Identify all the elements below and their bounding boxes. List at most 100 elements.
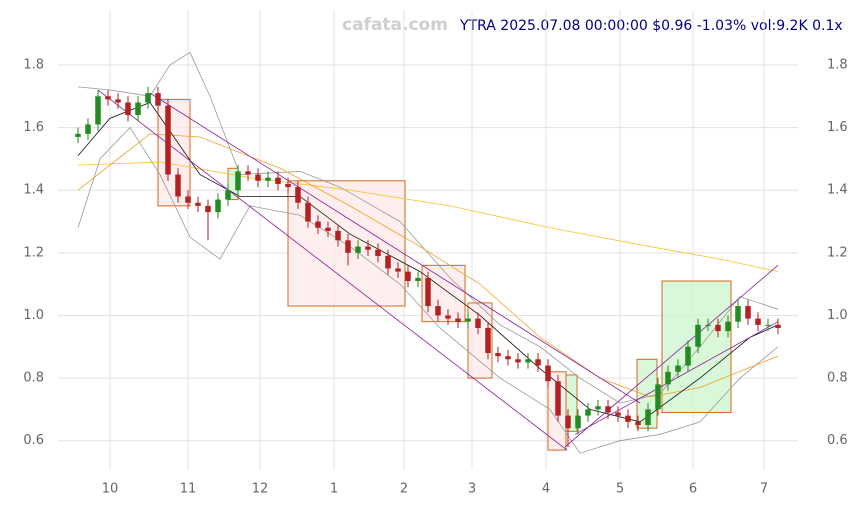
y-tick-label-right: 0.8 [827, 371, 848, 386]
candle-body [325, 227, 331, 231]
x-tick-label: 3 [468, 482, 476, 497]
candle-body [655, 384, 661, 410]
y-tick-label: 0.6 [23, 433, 44, 448]
candle-body [435, 306, 441, 316]
candle-body [85, 124, 91, 134]
y-tick-label: 1.4 [23, 183, 44, 198]
candle-body [215, 199, 221, 213]
candle-body [615, 412, 621, 416]
candle-body [105, 96, 111, 100]
candle-body [595, 406, 601, 410]
candle-body [485, 327, 491, 354]
y-tick-label-right: 1.4 [827, 183, 848, 198]
candles [75, 86, 781, 447]
trend-line [564, 265, 779, 448]
candle-body [95, 96, 101, 125]
candle-body [625, 415, 631, 422]
candle-body [255, 174, 261, 181]
x-tick-label: 4 [542, 482, 550, 497]
candle-body [145, 93, 151, 103]
x-tick-label: 5 [616, 482, 624, 497]
candle-body [665, 371, 671, 385]
candle-body [465, 318, 471, 322]
y-tick-label-right: 0.6 [827, 433, 848, 448]
candle-body [395, 268, 401, 272]
candle-body [725, 321, 731, 332]
candle-body [755, 318, 761, 325]
candle-body [205, 205, 211, 213]
zone-box [565, 374, 578, 432]
x-tick-label: 6 [689, 482, 697, 497]
candle-body [735, 306, 741, 322]
y-tick-label: 1.0 [23, 308, 44, 323]
candle-body [305, 202, 311, 222]
indicator-line [77, 161, 779, 273]
candle-body [355, 246, 361, 253]
candle-body [635, 421, 641, 426]
watermark: cafata.com [342, 15, 448, 35]
y-tick-label-right: 1.6 [827, 120, 848, 135]
indicator-line [77, 126, 779, 454]
trend-line [97, 89, 568, 451]
candle-body [285, 183, 291, 188]
candle-body [525, 359, 531, 363]
candle-body [605, 406, 611, 413]
candle-body [135, 102, 141, 116]
x-tick-label: 12 [252, 482, 269, 497]
candle-body [75, 133, 81, 137]
candle-body [165, 105, 171, 175]
candle-body [495, 353, 501, 357]
candle-body [365, 246, 371, 250]
candle-body [185, 196, 191, 203]
candle-body [445, 315, 451, 319]
candle-body [335, 230, 341, 241]
y-tick-label: 1.2 [23, 245, 44, 260]
candle-body [505, 356, 511, 360]
chart-title: YTRA 2025.07.08 00:00:00 $0.96 -1.03% vo… [459, 18, 843, 34]
trend-line [574, 321, 779, 435]
candle-body [415, 277, 421, 282]
candle-body [475, 318, 481, 328]
candle-body [645, 409, 651, 426]
candle-body [715, 324, 721, 332]
candle-body [405, 271, 411, 282]
candle-body [225, 190, 231, 200]
y-tick-label-right: 1.8 [827, 57, 848, 72]
candle-body [705, 324, 711, 326]
trend-line [149, 92, 641, 404]
candle-body [345, 240, 351, 253]
candle-body [115, 99, 121, 103]
candle-body [275, 177, 281, 184]
candle-body [765, 324, 771, 326]
x-tick-label: 11 [180, 482, 197, 497]
candle-body [425, 277, 431, 307]
candle-body [675, 365, 681, 372]
candle-body [265, 177, 271, 181]
x-tick-label: 1 [330, 482, 338, 497]
x-tick-label: 2 [400, 482, 408, 497]
candle-body [245, 171, 251, 175]
candle-body [775, 324, 781, 328]
candle-body [575, 415, 581, 429]
y-tick-label: 1.6 [23, 120, 44, 135]
candle-body [515, 359, 521, 363]
candle-body [535, 359, 541, 366]
candle-body [315, 221, 321, 228]
candle-body [195, 202, 201, 206]
candle-body [175, 174, 181, 197]
x-tick-label: 10 [102, 482, 119, 497]
x-tick-label: 7 [760, 482, 768, 497]
candle-body [745, 306, 751, 319]
y-tick-label: 1.8 [23, 57, 44, 72]
candle-body [125, 102, 131, 116]
candle-body [375, 249, 381, 256]
candle-body [545, 365, 551, 382]
candle-body [555, 381, 561, 416]
candle-body [155, 93, 161, 106]
candle-body [455, 318, 461, 322]
candle-body [385, 255, 391, 269]
candle-body [695, 324, 701, 347]
y-tick-label-right: 1.0 [827, 308, 848, 323]
candle-body [295, 187, 301, 203]
